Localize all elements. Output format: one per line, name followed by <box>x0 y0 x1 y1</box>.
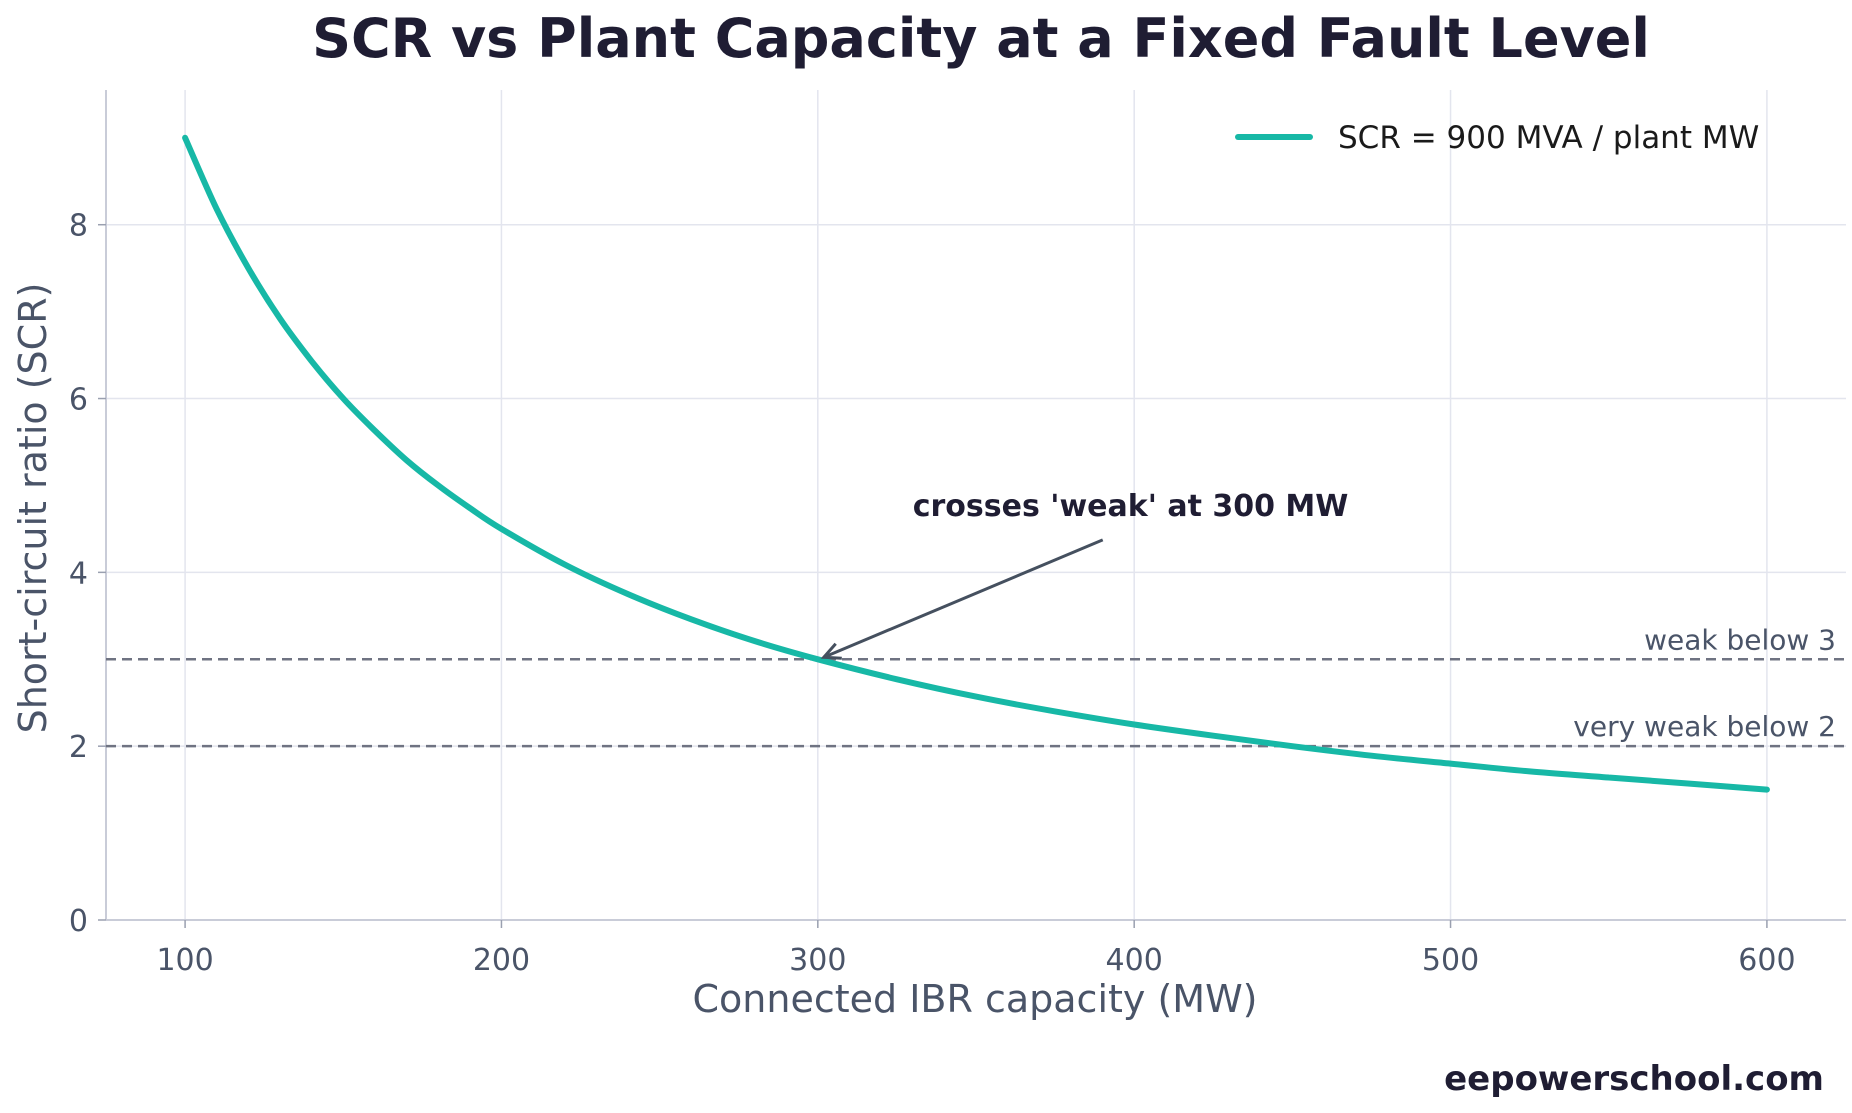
x-tick-label-300: 300 <box>789 943 846 978</box>
series-line-scr <box>182 134 1770 793</box>
legend-entry-scr: SCR = 900 MVA / plant MW <box>1338 120 1759 156</box>
y-tick-label-4: 4 <box>69 556 88 591</box>
y-tick-label-6: 6 <box>69 383 88 418</box>
x-tick-label-500: 500 <box>1422 943 1479 978</box>
x-axis-label: Connected IBR capacity (MW) <box>693 977 1258 1021</box>
legend: SCR = 900 MVA / plant MW <box>1235 120 1759 156</box>
y-tick-label-0: 0 <box>69 904 88 939</box>
grid-vertical-lines <box>184 90 1768 920</box>
reference-label-weak: weak below 3 <box>1644 623 1836 656</box>
watermark: eepowerschool.com <box>1444 1059 1824 1099</box>
x-tick-label-200: 200 <box>473 943 530 978</box>
annotation-arrow <box>823 538 1104 659</box>
x-tick-label-100: 100 <box>156 943 213 978</box>
x-axis-ticks: 100 200 300 400 500 600 <box>156 920 1796 978</box>
x-tick-label-400: 400 <box>1106 943 1163 978</box>
y-axis-ticks: 0 2 4 6 8 <box>69 209 106 939</box>
annotation: crosses 'weak' at 300 MW <box>820 489 1349 660</box>
reference-lines: weak below 3 very weak below 2 <box>106 623 1846 748</box>
y-tick-label-2: 2 <box>69 730 88 765</box>
annotation-arrow-head <box>820 642 842 660</box>
reference-label-very-weak: very weak below 2 <box>1573 710 1836 743</box>
x-tick-label-600: 600 <box>1738 943 1795 978</box>
chart-title: SCR vs Plant Capacity at a Fixed Fault L… <box>312 7 1650 70</box>
y-tick-label-8: 8 <box>69 209 88 244</box>
y-axis-label: Short-circuit ratio (SCR) <box>11 283 55 734</box>
grid-horizontal-lines <box>106 223 1846 921</box>
annotation-text: crosses 'weak' at 300 MW <box>913 489 1349 524</box>
